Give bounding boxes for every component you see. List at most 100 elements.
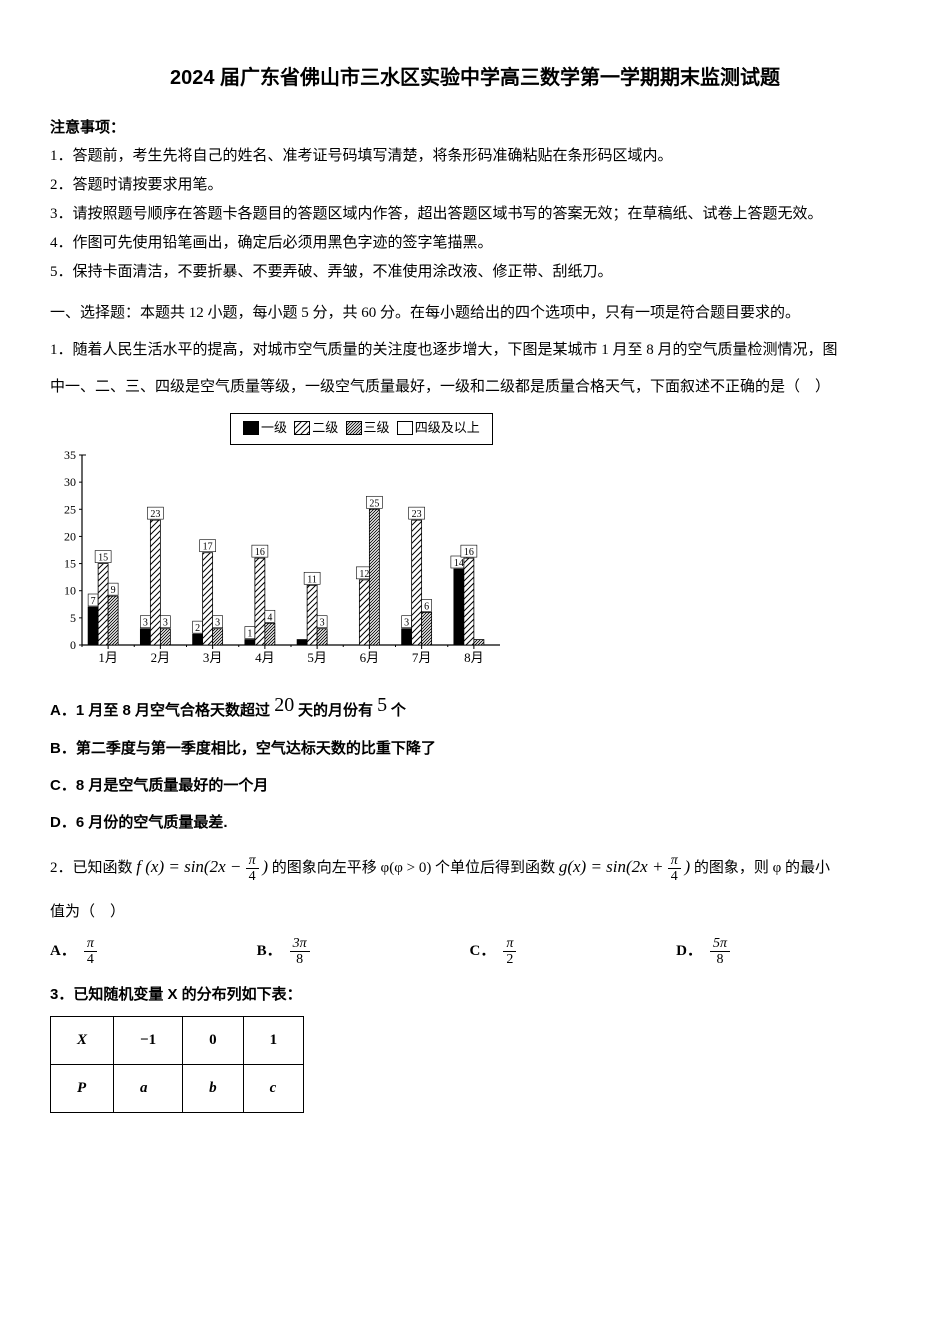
svg-text:23: 23 [412,509,422,520]
q2-optD-num: 5π [710,936,730,952]
legend-label-3: 三级 [364,416,390,439]
q1-stem-b: 中一、二、三、四级是空气质量等级，一级空气质量最好，一级和二级都是质量合格天气，… [50,374,900,401]
q1-chart: 一级 二级 三级 四级及以上 [50,413,900,669]
q3-h-0: 0 [183,1017,244,1065]
svg-text:20: 20 [64,530,76,544]
swatch-level3 [346,421,362,435]
q2-stem-c: 的图象，则 φ 的最小 [694,860,830,876]
svg-text:10: 10 [64,584,76,598]
q1-option-C: C．8 月是空气质量最好的一个月 [50,772,900,799]
instruction-4: 4．作图可先使用铅笔画出，确定后必须用黑色字迹的签字笔描黑。 [50,230,900,257]
svg-text:14: 14 [454,558,464,569]
q3-r-P: P [51,1065,114,1113]
q3-stem: 3．已知随机变量 X 的分布列如下表： [50,981,900,1008]
q3-r-a: a [114,1065,183,1113]
svg-text:16: 16 [464,547,474,558]
svg-text:3: 3 [163,618,168,629]
question-3: 3．已知随机变量 X 的分布列如下表： X −1 0 1 P a b c [50,981,900,1113]
svg-text:15: 15 [64,557,76,571]
instruction-1: 1．答题前，考生先将自己的姓名、准考证号码填写清楚，将条形码准确粘贴在条形码区域… [50,143,900,170]
chart-legend: 一级 二级 三级 四级及以上 [230,413,493,445]
svg-text:25: 25 [64,502,76,516]
q2-frac2: π 4 [668,853,681,885]
legend-item-4: 四级及以上 [397,416,480,439]
q2-optC-frac: π 2 [503,936,516,968]
svg-text:15: 15 [98,553,108,564]
legend-item-1: 一级 [243,416,287,439]
section-1-header: 一、选择题：本题共 12 小题，每小题 5 分，共 60 分。在每小题给出的四个… [50,300,900,327]
q1-bar-chart-svg: 0510152025303571591月32332月21733月11644月11… [50,449,510,669]
swatch-level1 [243,421,259,435]
svg-text:4: 4 [267,612,272,623]
exam-title: 2024 届广东省佛山市三水区实验中学高三数学第一学期期末监测试题 [50,60,900,96]
svg-text:30: 30 [64,475,76,489]
svg-text:6: 6 [424,602,429,613]
q2-options: A． π 4 B． 3π 8 C． π 2 D． 5π 8 [50,936,730,968]
instruction-2: 2．答题时请按要求用笔。 [50,172,900,199]
q2-optB-frac: 3π 8 [290,936,310,968]
q2-optA-num: π [84,936,97,952]
q3-h-1: 1 [243,1017,304,1065]
q3-h-neg1: −1 [114,1017,183,1065]
swatch-level2 [294,421,310,435]
q2-optB-num: 3π [290,936,310,952]
q2-optA-den: 4 [84,952,97,967]
svg-text:12: 12 [359,569,369,580]
q2-fx-pre: f (x) = sin(2x − [136,857,245,876]
q2-fx-post: ) [262,857,268,876]
q2-option-B: B． 3π 8 [257,936,310,968]
q2-stem-a: 2．已知函数 [50,860,136,876]
q2-optC-num: π [503,936,516,952]
question-1: 1．随着人民生活水平的提高，对城市空气质量的关注度也逐步增大，下图是某城市 1 … [50,337,900,836]
q3-r-c: c [243,1065,304,1113]
q2-optC-den: 2 [503,952,516,967]
q2-frac1: π 4 [246,853,259,885]
notice-label: 注意事项： [50,114,900,141]
svg-text:11: 11 [307,574,317,585]
q2-frac1-num: π [246,853,259,869]
q2-line1: 2．已知函数 f (x) = sin(2x − π 4 ) 的图象向左平移 φ(… [50,852,900,884]
q1-optA-pre: A．1 月至 8 月空气合格天数超过 [50,702,274,719]
legend-item-2: 二级 [294,416,338,439]
q2-optB-label: B． [257,938,282,965]
q2-frac2-num: π [668,853,681,869]
q2-frac2-den: 4 [668,869,681,884]
svg-text:3月: 3月 [203,650,223,665]
q2-option-C: C． π 2 [469,936,516,968]
svg-text:25: 25 [369,498,379,509]
q2-optA-label: A． [50,938,76,965]
q2-option-D: D． 5π 8 [676,936,730,968]
svg-text:9: 9 [111,585,116,596]
svg-text:5月: 5月 [307,650,327,665]
svg-text:23: 23 [150,509,160,520]
q2-optC-label: C． [469,938,495,965]
q2-gx-post: ) [684,857,690,876]
svg-text:35: 35 [64,449,76,462]
svg-text:3: 3 [404,618,409,629]
q2-stem-d: 值为（ ） [50,899,900,926]
swatch-level4 [397,421,413,435]
svg-text:4月: 4月 [255,650,275,665]
table-row: X −1 0 1 [51,1017,304,1065]
question-2: 2．已知函数 f (x) = sin(2x − π 4 ) 的图象向左平移 φ(… [50,852,900,967]
q2-optD-frac: 5π 8 [710,936,730,968]
svg-text:16: 16 [255,547,265,558]
instruction-3: 3．请按照题号顺序在答题卡各题目的答题区域内作答，超出答题区域书写的答案无效；在… [50,201,900,228]
svg-text:8月: 8月 [464,650,484,665]
q2-frac1-den: 4 [246,869,259,884]
q2-optA-frac: π 4 [84,936,97,968]
q2-stem-b: 的图象向左平移 φ(φ > 0) 个单位后得到函数 [272,860,559,876]
q2-optB-den: 8 [290,952,310,967]
q2-optD-den: 8 [710,952,730,967]
legend-label-4: 四级及以上 [415,416,480,439]
svg-text:7月: 7月 [412,650,432,665]
svg-text:3: 3 [320,618,325,629]
svg-text:7: 7 [91,596,96,607]
q1-optA-20: 20 [274,694,294,716]
q1-stem-a: 1．随着人民生活水平的提高，对城市空气质量的关注度也逐步增大，下图是某城市 1 … [50,337,900,364]
svg-text:3: 3 [143,618,148,629]
q2-optD-label: D． [676,938,702,965]
svg-text:5: 5 [70,611,76,625]
q3-table: X −1 0 1 P a b c [50,1016,304,1113]
q1-optA-mid2: 天的月份有 [298,702,377,719]
